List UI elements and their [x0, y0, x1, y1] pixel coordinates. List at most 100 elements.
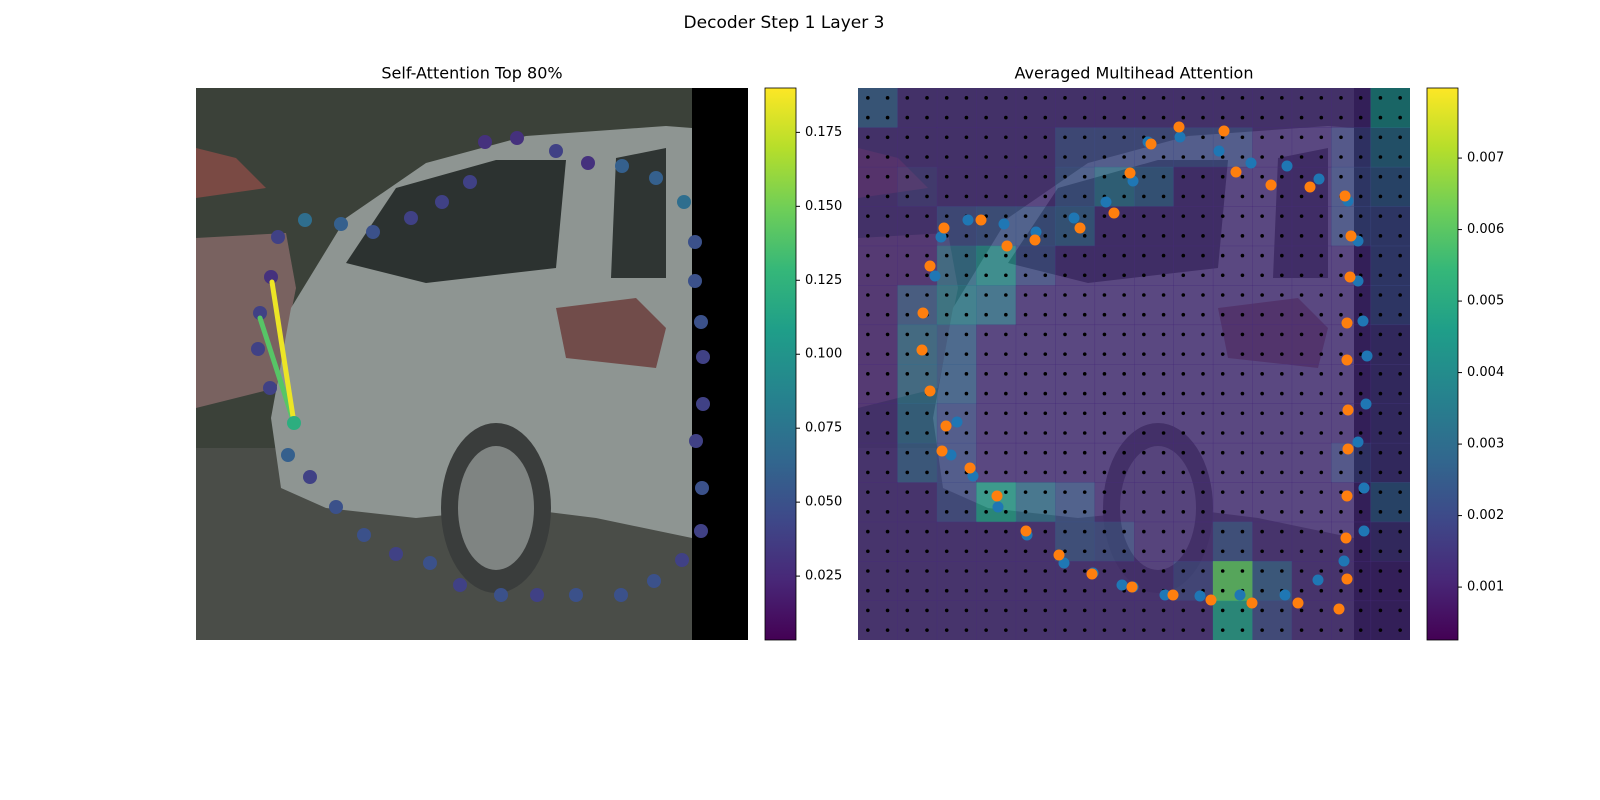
query-dot [1220, 253, 1225, 258]
query-dot [905, 96, 910, 100]
query-dot [1378, 293, 1383, 297]
query-dot [885, 155, 890, 159]
query-dot [964, 194, 969, 199]
query-dot [1339, 214, 1343, 218]
query-dot [1181, 115, 1186, 120]
query-dot [1082, 470, 1087, 475]
heatmap-cell [1134, 324, 1174, 365]
query-dot [1043, 115, 1048, 120]
query-dot [984, 293, 988, 297]
heatmap-cell [1252, 88, 1293, 128]
query-dot [1142, 293, 1146, 297]
query-dot [925, 194, 929, 199]
query-dot [1004, 411, 1008, 416]
point [1116, 579, 1128, 591]
query-dot [1102, 372, 1107, 376]
heatmap-cell [1252, 442, 1293, 483]
point [1357, 315, 1369, 327]
query-dot [1181, 431, 1186, 435]
query-dot [984, 234, 988, 238]
query-dot [1299, 372, 1304, 376]
query-dot [1043, 628, 1048, 632]
query-dot [885, 608, 890, 613]
query-dot [1378, 115, 1383, 120]
query-dot [984, 273, 988, 278]
query-dot [1319, 372, 1324, 376]
colorbar-tick-label: 0.075 [805, 421, 842, 436]
query-dot [905, 431, 910, 435]
heatmap-cell [1015, 88, 1056, 128]
query-dot [1240, 234, 1245, 238]
query-dot [1102, 155, 1107, 159]
query-dot [984, 312, 988, 317]
heatmap-cell [1370, 403, 1410, 444]
query-dot [1161, 549, 1166, 554]
query-dot [905, 608, 910, 613]
query-dot [944, 332, 949, 337]
query-dot [1201, 214, 1205, 218]
query-dot [885, 529, 890, 534]
point [1159, 589, 1171, 601]
query-dot [1004, 174, 1008, 179]
query-dot [1398, 253, 1402, 258]
query-dot [1240, 96, 1245, 100]
query-dot [1023, 549, 1028, 554]
point [962, 214, 974, 226]
query-dot [1220, 608, 1225, 613]
heatmap-cell [1055, 364, 1096, 404]
query-dot [1102, 569, 1107, 573]
query-dot [1358, 628, 1363, 632]
query-dot [1339, 253, 1343, 258]
heatmap-cell [1291, 127, 1332, 168]
query-dot [1161, 234, 1166, 238]
query-dot [1378, 135, 1383, 140]
heatmap-cell [1212, 245, 1253, 286]
query-dot [1181, 510, 1186, 514]
heatmap-cell [936, 324, 977, 365]
point [1341, 573, 1353, 585]
query-dot [964, 155, 969, 159]
query-dot [1358, 510, 1363, 514]
query-dot [885, 549, 890, 554]
query-dot [1181, 174, 1186, 179]
query-dot [1063, 569, 1067, 573]
heatmap-cell [1134, 245, 1174, 286]
query-dot [925, 234, 929, 238]
query-dot [1043, 96, 1048, 100]
query-dot [1102, 293, 1107, 297]
heatmap-cell [858, 285, 898, 326]
query-dot [905, 411, 910, 416]
query-dot [1181, 549, 1186, 554]
query-dot [1043, 332, 1048, 337]
query-dot [1240, 490, 1245, 494]
heatmap-cell [858, 364, 898, 404]
query-dot [905, 332, 910, 337]
query-dot [984, 549, 988, 554]
heatmap-cell [1134, 442, 1174, 483]
query-dot [1260, 628, 1264, 632]
query-dot [1043, 510, 1048, 514]
query-dot [1319, 391, 1324, 396]
query-dot [1082, 490, 1087, 494]
query-dot [1102, 332, 1107, 337]
point [263, 381, 277, 395]
query-dot [1082, 174, 1087, 179]
point [494, 588, 508, 602]
heatmap-cell [1055, 127, 1096, 168]
query-dot [1023, 135, 1028, 140]
point [615, 159, 629, 173]
query-dot [1240, 372, 1245, 376]
point [303, 470, 317, 484]
query-dot [1358, 135, 1363, 140]
query-dot [1240, 391, 1245, 396]
query-dot [1082, 312, 1087, 317]
query-dot [905, 352, 910, 356]
query-dot [866, 194, 870, 199]
point [366, 225, 380, 239]
query-dot [866, 135, 870, 140]
query-dot [866, 214, 870, 218]
point [1338, 555, 1350, 567]
query-dot [1023, 253, 1028, 258]
query-dot [1004, 234, 1008, 238]
query-dot [1280, 391, 1284, 396]
